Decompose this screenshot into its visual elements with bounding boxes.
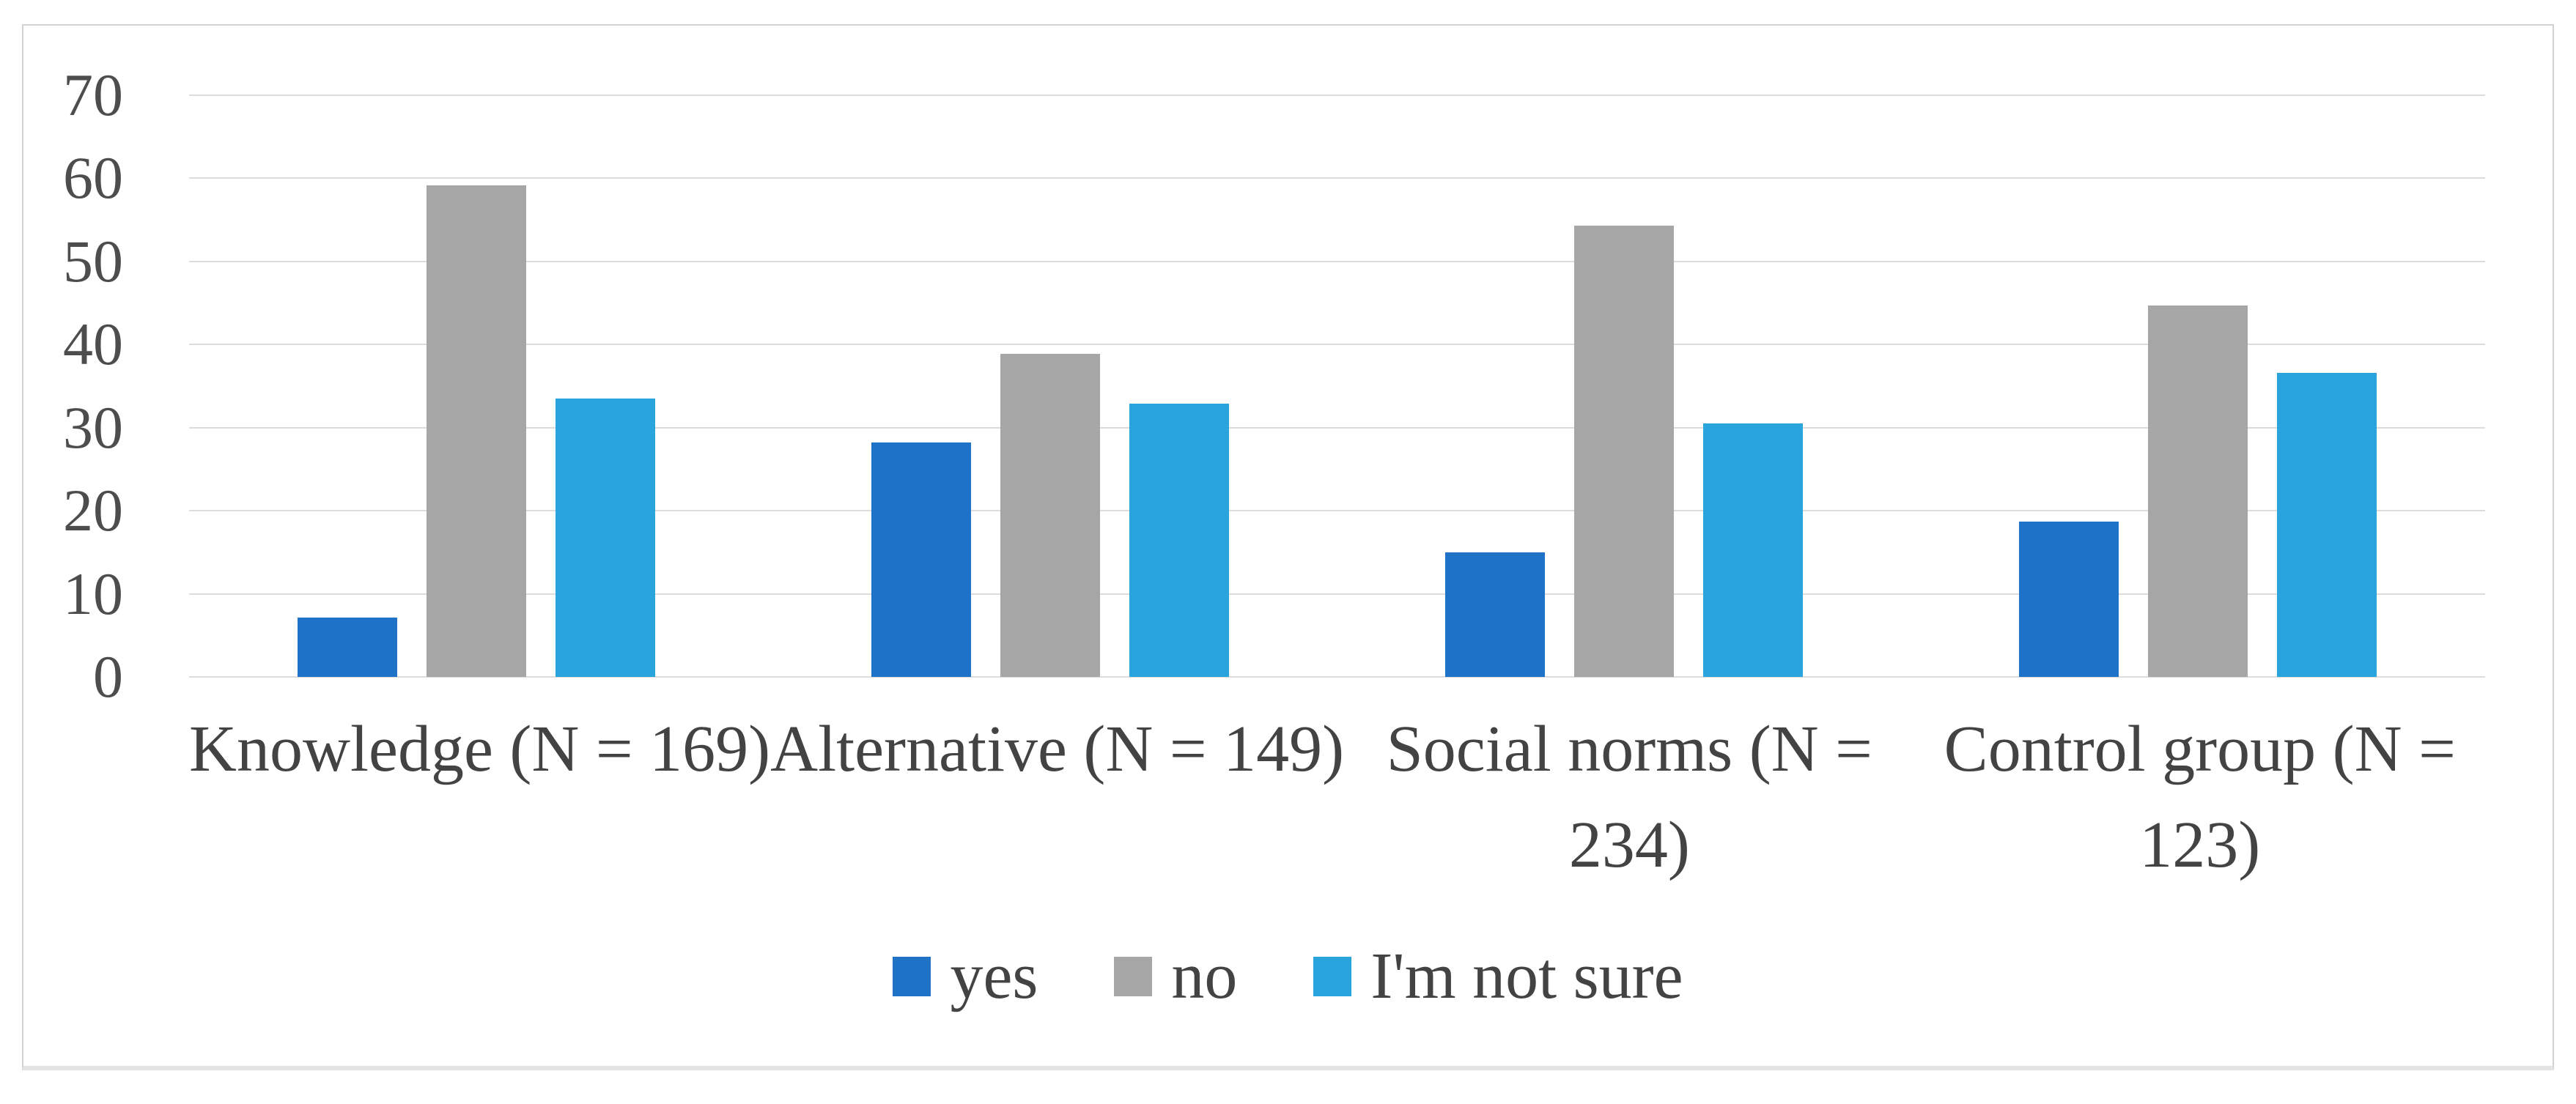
legend-swatch-i-m-not-sure: [1313, 957, 1352, 996]
bar-yes-control-group-n-123: [2019, 521, 2119, 677]
x-axis-category-labels: Knowledge (N = 169) Alternative (N = 149)…: [189, 702, 2485, 893]
legend-swatch-yes: [893, 957, 931, 996]
bar-yes-alternative-n-149: [871, 442, 971, 677]
category-group-alternative-n-149: [763, 95, 1337, 677]
category-label-cell: Alternative (N = 149): [770, 702, 1344, 893]
gridline-60: [189, 177, 2485, 179]
bar-no-knowledge-n-169: [426, 185, 526, 677]
category-label: Control group (N = 123): [1944, 713, 2456, 881]
y-tick-label-30: 30: [63, 393, 123, 461]
category-label: Social norms (N = 234): [1386, 713, 1872, 881]
gridline-30: [189, 426, 2485, 429]
bar-no-social-norms-n-234: [1574, 226, 1675, 677]
bar-groups: [189, 95, 2485, 677]
y-tick-label-0: 0: [93, 643, 123, 710]
y-tick-label-10: 10: [63, 560, 123, 627]
y-axis-tick-labels: 0 10 20 30 40 50 60 70: [0, 65, 169, 707]
legend-item-yes: yes: [893, 944, 1038, 1009]
legend-swatch-no: [1114, 957, 1153, 996]
gridline-50: [189, 260, 2485, 262]
category-label-cell: Social norms (N = 234): [1344, 702, 1914, 893]
bar-no-alternative-n-149: [1000, 353, 1100, 677]
bar-i-m-not-sure-alternative-n-149: [1129, 403, 1229, 677]
y-tick-label-50: 50: [63, 227, 123, 294]
category-group-knowledge-n-169: [189, 95, 763, 677]
bar-no-control-group-n-123: [2148, 305, 2248, 677]
legend-label-yes: yes: [950, 940, 1038, 1012]
y-tick-label-20: 20: [63, 477, 123, 544]
bar-yes-knowledge-n-169: [297, 618, 397, 677]
legend: yes no I'm not sure: [0, 944, 2576, 1009]
bar-i-m-not-sure-social-norms-n-234: [1703, 423, 1804, 677]
plot-area: [189, 95, 2485, 678]
gridline-10: [189, 593, 2485, 595]
category-label-cell: Knowledge (N = 169): [189, 702, 770, 893]
category-label-cell: Control group (N = 123): [1915, 702, 2485, 893]
gridline-20: [189, 510, 2485, 512]
bar-yes-social-norms-n-234: [1445, 552, 1546, 677]
legend-label-no: no: [1171, 940, 1238, 1012]
category-label: Alternative (N = 149): [770, 713, 1345, 785]
gridline-40: [189, 344, 2485, 346]
bar-i-m-not-sure-knowledge-n-169: [555, 399, 655, 677]
y-tick-label-60: 60: [63, 144, 123, 212]
category-label: Knowledge (N = 169): [189, 713, 771, 785]
gridline-70: [189, 95, 2485, 96]
gridline-0: [189, 676, 2485, 678]
legend-item-no: no: [1114, 944, 1237, 1009]
y-tick-label-40: 40: [63, 311, 123, 378]
legend-label-i-m-not-sure: I'm not sure: [1370, 940, 1683, 1012]
y-tick-label-70: 70: [63, 62, 123, 128]
legend-item-i-m-not-sure: I'm not sure: [1313, 944, 1683, 1009]
category-group-social-norms-n-234: [1337, 95, 1911, 677]
bar-i-m-not-sure-control-group-n-123: [2277, 372, 2377, 677]
category-group-control-group-n-123: [1911, 95, 2485, 677]
